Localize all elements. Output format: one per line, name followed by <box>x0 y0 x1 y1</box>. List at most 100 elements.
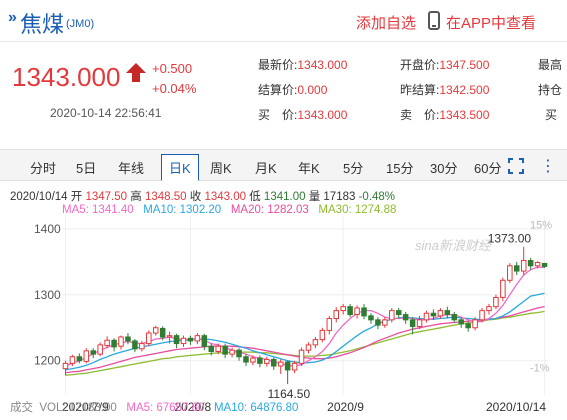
candle-up <box>139 343 145 350</box>
tab-30min[interactable]: 30分 <box>430 161 458 176</box>
quote-timestamp: 2020-10-14 22:56:41 <box>50 106 162 120</box>
instrument-code: (JM0) <box>66 18 95 30</box>
add-watchlist-link[interactable]: 添加自选 <box>356 15 417 32</box>
watermark: sina新浪财经 <box>415 238 493 253</box>
pct-axis-label: -1% <box>530 362 550 374</box>
ma20-line <box>65 305 545 374</box>
tab-year-line[interactable]: 年线 <box>118 161 145 176</box>
candle-up <box>354 307 360 316</box>
candle-up <box>333 310 339 320</box>
field-label: 卖 价: <box>400 108 440 122</box>
high-value: 1348.50 <box>144 191 187 203</box>
candle-up <box>493 296 499 308</box>
ma30-label: MA30: 1274.88 <box>318 204 397 216</box>
tab-yearly-k[interactable]: 年K <box>298 161 320 176</box>
candle-up <box>486 306 492 312</box>
candle-down <box>375 319 381 326</box>
tab-monthly-k[interactable]: 月K <box>255 161 277 176</box>
candle-down <box>236 349 242 358</box>
field-value: 1347.500 <box>439 58 490 72</box>
ask-price-field: 卖 价:1343.500 <box>400 106 489 123</box>
candle-down <box>361 307 367 317</box>
candle-up <box>319 329 326 341</box>
tab-60min[interactable]: 60分 <box>474 161 502 176</box>
candle-up <box>416 319 423 327</box>
candle-up <box>479 310 485 321</box>
open-price-field: 开盘价:1347.500 <box>400 56 489 73</box>
candle-down <box>402 314 409 321</box>
candle-up <box>437 310 444 317</box>
vol-ma5: MA5: 67657.80 <box>126 402 205 414</box>
candle-up <box>277 361 284 367</box>
candle-down <box>368 315 374 321</box>
field-label: 买 <box>545 108 558 122</box>
candle-down <box>409 319 416 327</box>
bid-price-field: 买 价:1343.000 <box>258 106 347 123</box>
candle-down <box>76 356 83 362</box>
y-tick-label: 1400 <box>34 222 61 236</box>
tab-5day[interactable]: 5日 <box>76 161 97 176</box>
candle-up <box>166 335 173 338</box>
field-value: 0.000 <box>297 83 328 97</box>
candle-down <box>159 327 166 338</box>
candle-down <box>430 312 437 317</box>
fullscreen-icon[interactable] <box>508 158 524 174</box>
phone-icon[interactable] <box>428 11 440 30</box>
candle-up <box>229 349 235 355</box>
kline-chart[interactable]: 1400 1300 1200 sina新浪财经 15% -1% 1373.00 1164.50… <box>0 217 567 420</box>
candle-up <box>250 357 256 363</box>
view-in-app-link[interactable]: 在APP中查看 <box>446 15 537 32</box>
candle-up <box>382 319 388 326</box>
bid-volume-field-clipped: 买 <box>545 106 557 123</box>
more-vertical-icon[interactable]: ⋮ <box>540 158 556 175</box>
candle-down <box>458 319 464 325</box>
price-change-percent: +0.04% <box>152 81 197 96</box>
candle-up <box>118 336 124 347</box>
ma-legend: MA5: 1341.40 MA10: 1302.20 MA20: 1282.03… <box>62 204 396 216</box>
pct-axis-label: 15% <box>530 219 552 231</box>
open-label: 开 <box>70 191 83 203</box>
candle-up <box>298 349 305 364</box>
field-value: 1342.500 <box>439 83 490 97</box>
prev-settle-field: 昨结算:1342.500 <box>400 81 489 98</box>
field-label: 结算价: <box>258 83 298 97</box>
candle-up <box>194 335 201 342</box>
double-chevron-icon[interactable]: » <box>8 9 17 26</box>
candle-up <box>326 318 333 331</box>
x-tick-label: 2020/10/14 <box>486 400 546 414</box>
up-arrow-icon <box>126 63 146 82</box>
candle-up <box>104 339 110 347</box>
tab-weekly-k[interactable]: 周K <box>210 161 232 176</box>
candle-up <box>500 279 506 298</box>
current-price: 1343.000 <box>12 62 121 92</box>
candle-up <box>389 310 395 321</box>
tab-daily-k[interactable]: 日K <box>161 154 199 181</box>
tab-intraday[interactable]: 分时 <box>30 161 57 176</box>
candle-down <box>132 340 138 350</box>
x-tick-label: 2020/7/9 <box>62 400 109 414</box>
ma30-line <box>65 310 545 376</box>
candle-down <box>514 265 520 272</box>
candle-up <box>305 344 312 351</box>
volume-legend: 成交 VOL: 17183.00 MA5: 67657.80 MA10: 648… <box>10 399 298 415</box>
candle-down <box>284 361 291 371</box>
candle-up <box>264 358 270 364</box>
field-label: 持仓 <box>538 83 563 97</box>
candle-down <box>208 345 215 352</box>
settle-price-field: 结算价:0.000 <box>258 81 327 98</box>
candle-up <box>472 319 478 329</box>
candle-up <box>291 362 298 371</box>
candle-down <box>243 356 249 363</box>
y-tick-label: 1300 <box>34 288 61 302</box>
low-value: 1341.00 <box>263 191 306 203</box>
field-value: 1343.000 <box>297 108 348 122</box>
field-label: 昨结算: <box>400 83 440 97</box>
open-value: 1347.50 <box>85 191 128 203</box>
candle-up <box>69 356 76 364</box>
tab-5min[interactable]: 5分 <box>343 161 364 176</box>
candle-down <box>444 310 451 316</box>
tab-15min[interactable]: 15分 <box>386 161 414 176</box>
latest-price-field: 最新价:1343.000 <box>258 56 347 73</box>
x-tick-label: 2020/9 <box>327 400 364 414</box>
y-tick-label: 1200 <box>34 354 61 368</box>
